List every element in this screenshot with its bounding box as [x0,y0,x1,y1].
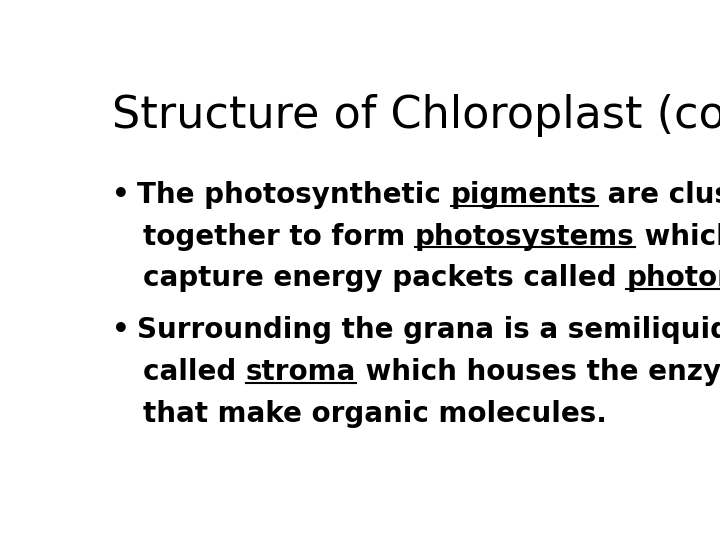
Text: pigments: pigments [451,181,598,209]
Text: The photosynthetic: The photosynthetic [138,181,451,209]
Text: are clustered: are clustered [598,181,720,209]
Text: that make organic molecules.: that make organic molecules. [143,400,607,428]
Text: which: which [634,223,720,251]
Text: capture energy packets called: capture energy packets called [143,265,626,292]
Text: Structure of Chloroplast (cont’d): Structure of Chloroplast (cont’d) [112,94,720,137]
Text: •: • [112,181,130,209]
Text: stroma: stroma [246,358,356,386]
Text: together to form: together to form [143,223,415,251]
Text: which houses the enzymes: which houses the enzymes [356,358,720,386]
Text: •: • [112,316,130,345]
Text: Surrounding the grana is a semiliquid: Surrounding the grana is a semiliquid [138,316,720,345]
Text: called: called [143,358,246,386]
Text: photons: photons [626,265,720,292]
Text: photosystems: photosystems [415,223,634,251]
